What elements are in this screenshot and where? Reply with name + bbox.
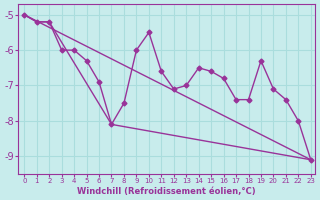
- X-axis label: Windchill (Refroidissement éolien,°C): Windchill (Refroidissement éolien,°C): [77, 187, 256, 196]
